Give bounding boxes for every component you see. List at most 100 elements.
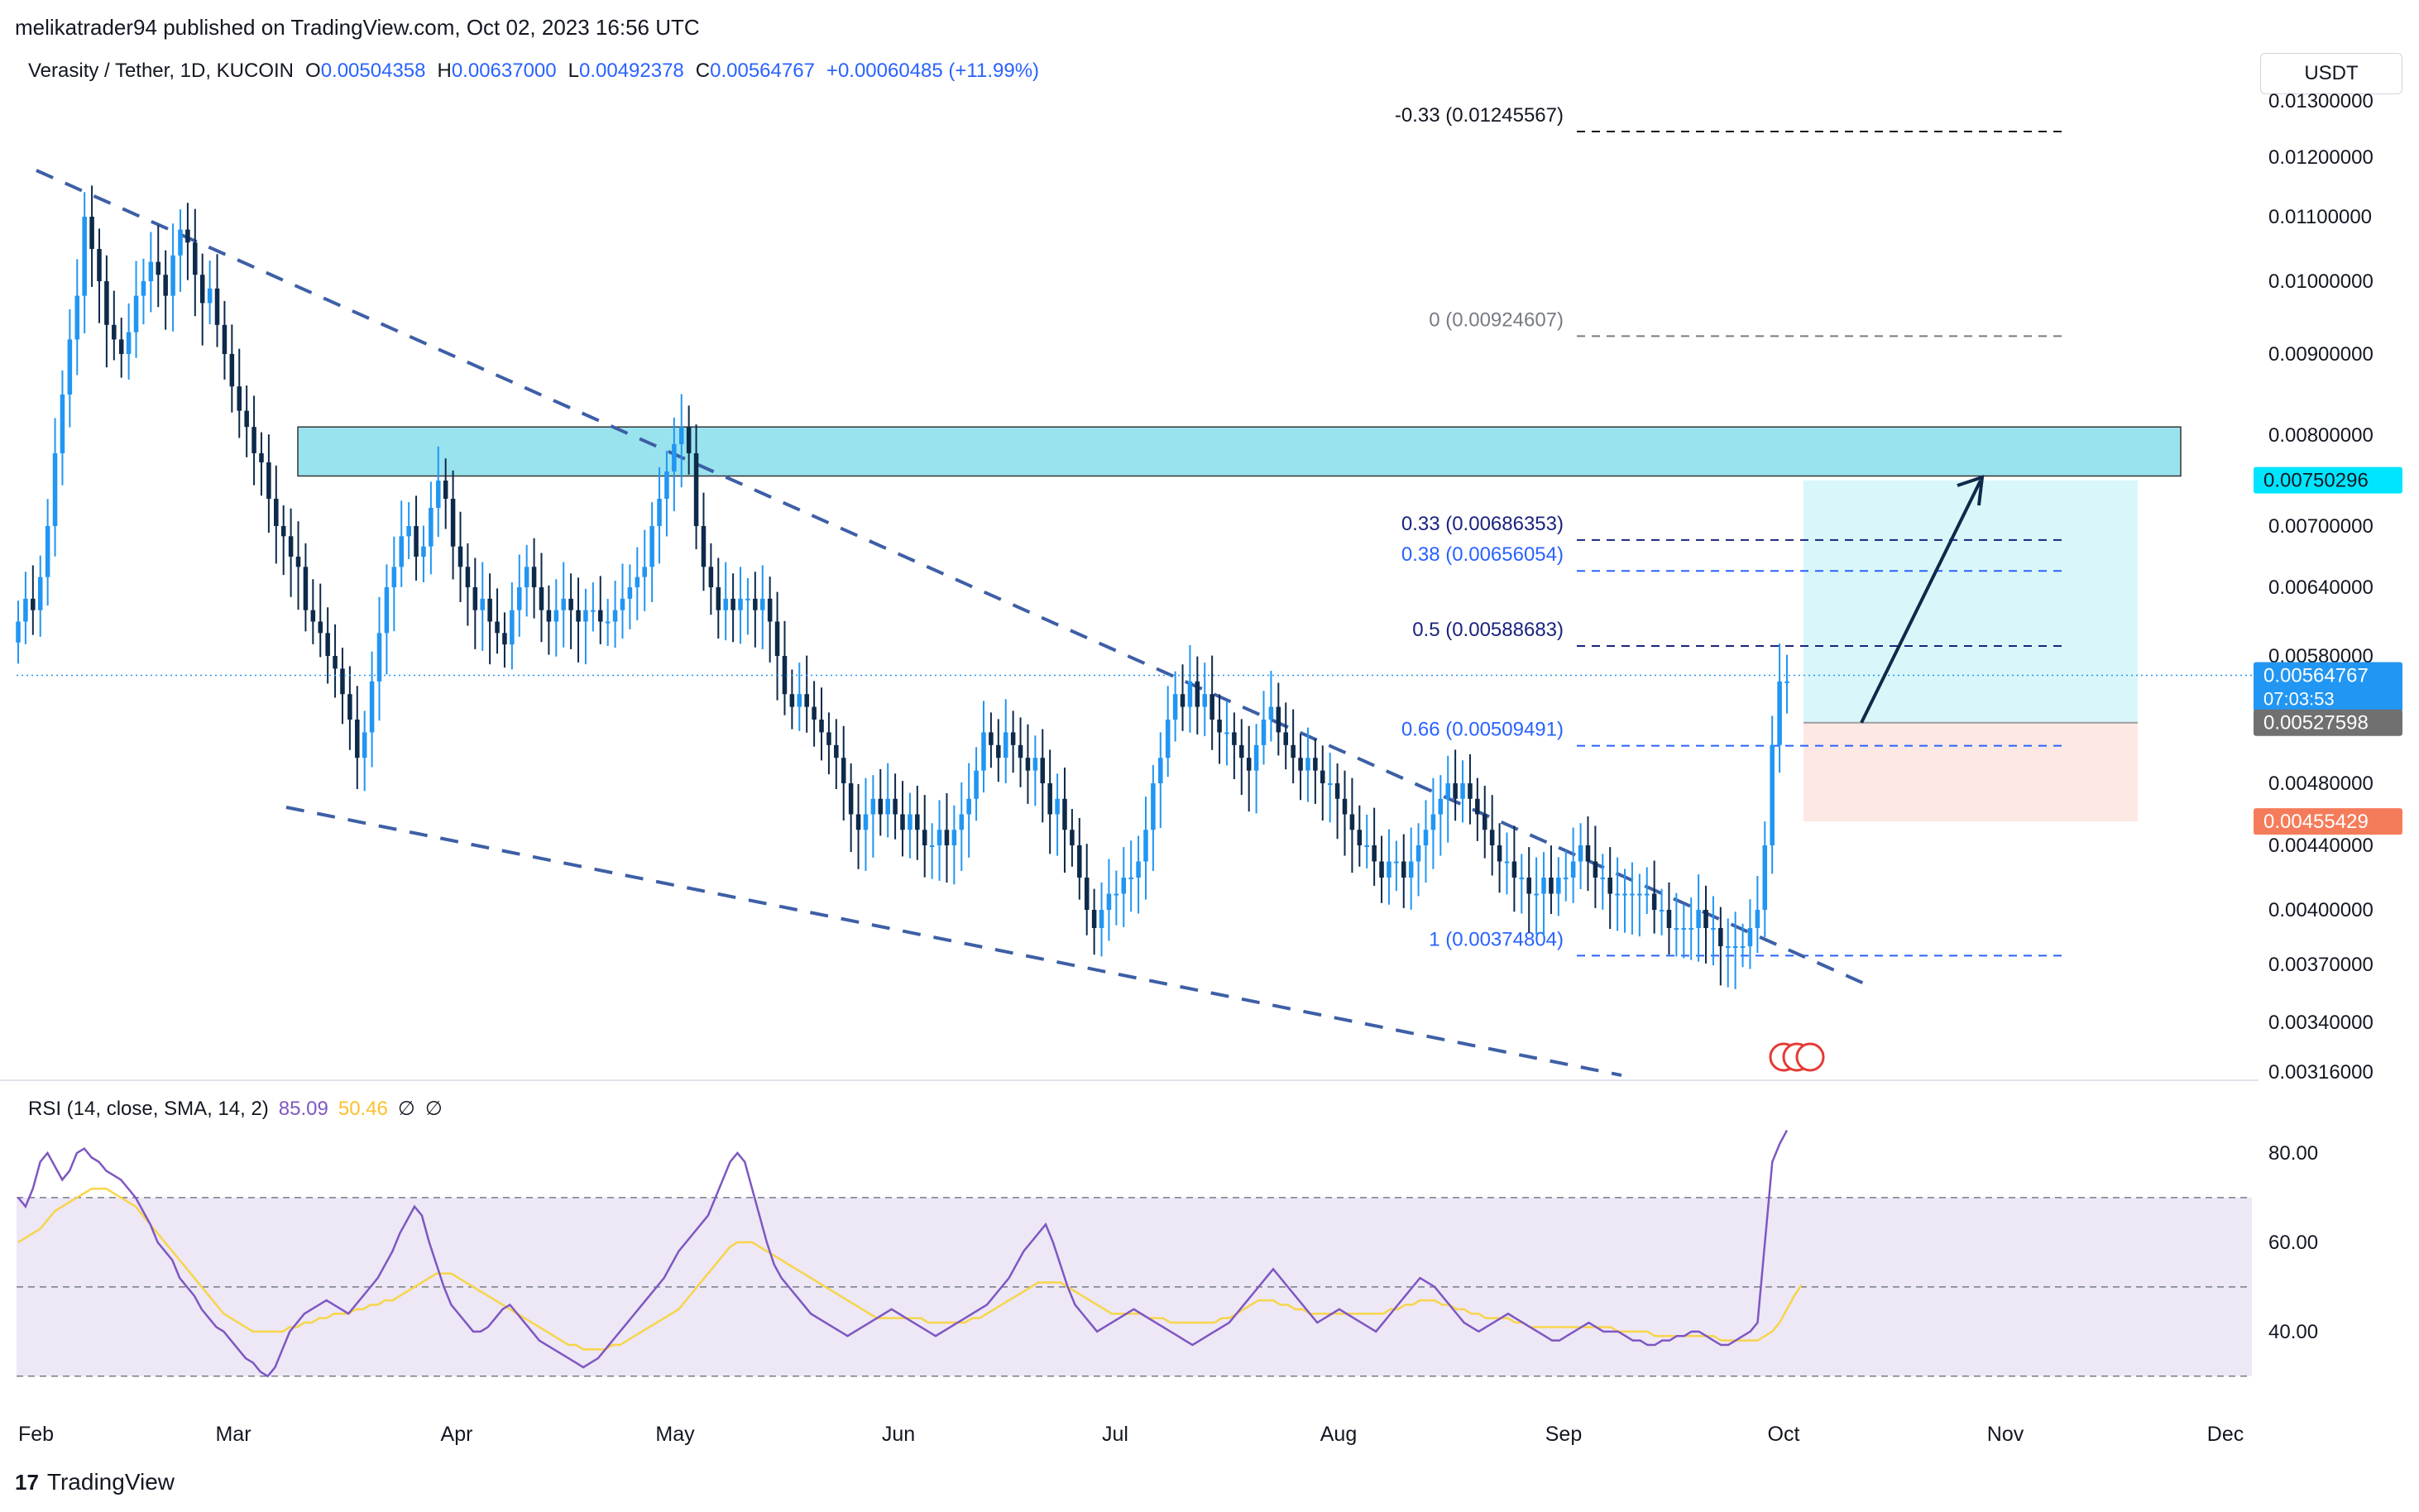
symbol-name[interactable]: Verasity / Tether, 1D, KUCOIN: [28, 60, 295, 82]
candle: [1718, 907, 1723, 986]
candle: [1379, 835, 1384, 903]
candle: [1165, 686, 1171, 778]
month-label: Jul: [1102, 1423, 1128, 1446]
candle: [1172, 671, 1178, 742]
candle: [414, 495, 419, 581]
candle: [1600, 854, 1606, 910]
candle: [193, 208, 198, 317]
candle-body: [141, 281, 146, 296]
candle: [1099, 882, 1104, 957]
candle-body: [591, 610, 596, 612]
candle-body: [1430, 814, 1436, 830]
candle-body: [1718, 928, 1723, 946]
candle: [966, 763, 971, 858]
candle: [1224, 701, 1229, 766]
candle-body: [657, 499, 662, 526]
candle-body: [1651, 893, 1657, 910]
candle-body: [1003, 732, 1008, 758]
candle-body: [1099, 910, 1104, 928]
candle-body: [229, 354, 235, 387]
candle: [1327, 753, 1333, 823]
candle: [1364, 814, 1369, 868]
candle: [738, 567, 743, 644]
candle-body: [664, 471, 669, 499]
tradingview-logo-icon: 17: [15, 1469, 39, 1495]
candle-body: [531, 567, 537, 587]
tradingview-brand[interactable]: 17 TradingView: [15, 1469, 175, 1495]
candle: [1320, 745, 1325, 821]
candle-body: [1084, 878, 1090, 910]
candle-body: [635, 577, 640, 587]
price-tick: 0.00340000: [2268, 1012, 2373, 1034]
candle-body: [929, 845, 935, 847]
candle: [841, 725, 846, 821]
candle: [148, 232, 154, 313]
candle-body: [716, 587, 721, 610]
candle: [199, 253, 205, 346]
candle-body: [333, 656, 338, 669]
fib-label-5: 0.66 (0.00509491): [1401, 719, 1564, 741]
candle-body: [1777, 681, 1782, 745]
candle-body: [1106, 893, 1112, 910]
candle-body: [686, 427, 692, 453]
candle: [1534, 857, 1539, 935]
candle: [325, 607, 330, 684]
candle-body: [421, 546, 426, 557]
currency-selector[interactable]: USDT: [2260, 53, 2402, 94]
candle-body: [1415, 845, 1421, 862]
candle: [1313, 739, 1318, 804]
candle-body: [156, 261, 161, 275]
candle: [1106, 859, 1112, 941]
price-badge: 0.00750296: [2254, 467, 2402, 494]
candle: [1526, 847, 1531, 933]
rsi-extra-1: ∅: [397, 1098, 415, 1120]
candle-body: [1659, 910, 1665, 912]
candle: [819, 687, 824, 761]
candle-body: [841, 758, 846, 783]
candle-body: [1497, 845, 1502, 862]
candle-body: [936, 830, 942, 845]
price-badge-bg: [2254, 709, 2402, 736]
rsi-extra-2: ∅: [424, 1098, 443, 1120]
candle: [1084, 844, 1090, 935]
candle: [1114, 870, 1119, 926]
candle: [436, 446, 441, 538]
candle: [406, 502, 411, 559]
candle-body: [1121, 878, 1127, 894]
candle: [1210, 655, 1214, 750]
candle-body: [1143, 830, 1148, 862]
candle: [376, 596, 382, 721]
candle: [443, 458, 448, 529]
candle-body: [67, 339, 73, 395]
month-label: Oct: [1768, 1423, 1800, 1446]
candle: [1091, 888, 1097, 955]
candle: [974, 747, 979, 821]
rsi-title[interactable]: RSI (14, close, SMA, 14, 2): [28, 1097, 269, 1120]
candle: [60, 370, 65, 486]
candle-body: [1062, 798, 1067, 830]
candle-body: [23, 598, 28, 622]
candle: [1047, 749, 1052, 854]
candle-body: [1047, 783, 1052, 815]
candle-body: [1276, 706, 1281, 733]
candle-body: [524, 567, 529, 587]
candle-body: [1298, 758, 1303, 771]
candle: [391, 536, 397, 632]
resistance-zone: [297, 426, 2182, 477]
candle: [1180, 664, 1186, 731]
candle: [1232, 712, 1237, 780]
candle: [295, 521, 301, 610]
open-label: O: [305, 60, 321, 82]
candle-body: [1357, 830, 1363, 845]
price-badge-bg: [2254, 808, 2402, 835]
candle-body: [1511, 861, 1517, 878]
candle-body: [362, 732, 367, 758]
candle-body: [259, 453, 264, 462]
candle: [1563, 850, 1569, 902]
candle: [23, 572, 28, 644]
candle: [1711, 896, 1716, 966]
candle-body: [1349, 814, 1355, 830]
candle: [635, 547, 640, 620]
candle: [362, 711, 367, 792]
